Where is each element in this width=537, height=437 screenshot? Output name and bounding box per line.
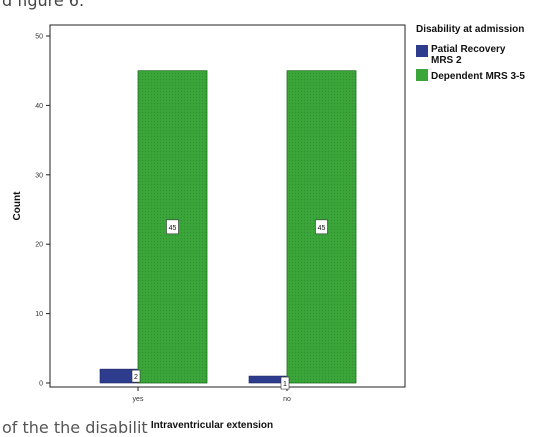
legend-label-dependent: Dependent MRS 3-5 bbox=[431, 71, 525, 82]
x-tick-label: no bbox=[283, 396, 291, 403]
y-tick-label: 0 bbox=[39, 381, 43, 388]
x-axis-ticks: yes no bbox=[133, 387, 291, 403]
y-tick-label: 10 bbox=[35, 311, 43, 318]
bars-group: 2 45 1 45 bbox=[99, 70, 357, 390]
y-axis-title: Count bbox=[12, 191, 23, 221]
bar-value-label: 2 bbox=[134, 374, 138, 381]
legend-swatch-dependent bbox=[416, 69, 428, 81]
y-axis-ticks: 0 10 20 30 40 50 bbox=[35, 34, 50, 388]
bar-value-box bbox=[280, 376, 290, 390]
x-axis-title: Intraventricular extension bbox=[151, 420, 273, 431]
legend-label-patial-recovery-line2: MRS 2 bbox=[431, 55, 462, 66]
bar-value-label: 45 bbox=[169, 225, 177, 232]
bar-value-label: 45 bbox=[318, 225, 326, 232]
y-tick-label: 50 bbox=[35, 34, 43, 41]
bar-value-label: 1 bbox=[283, 381, 287, 388]
bar-value-box bbox=[166, 219, 179, 235]
y-tick-label: 20 bbox=[35, 242, 43, 249]
x-tick-label: yes bbox=[133, 396, 144, 403]
bar-value-box bbox=[131, 369, 141, 383]
y-tick-label: 40 bbox=[35, 103, 43, 110]
y-tick-label: 30 bbox=[35, 172, 43, 179]
legend-label-patial-recovery: Patial Recovery bbox=[431, 44, 506, 55]
caption-top-text: d figure 6. bbox=[2, 0, 85, 10]
bar-value-box bbox=[315, 219, 328, 235]
legend-swatch-patial-recovery bbox=[416, 45, 428, 57]
caption-bottom-text: of the the disabilit bbox=[2, 418, 148, 437]
legend: Disability at admission Patial Recovery … bbox=[416, 24, 525, 82]
legend-title: Disability at admission bbox=[416, 24, 524, 35]
